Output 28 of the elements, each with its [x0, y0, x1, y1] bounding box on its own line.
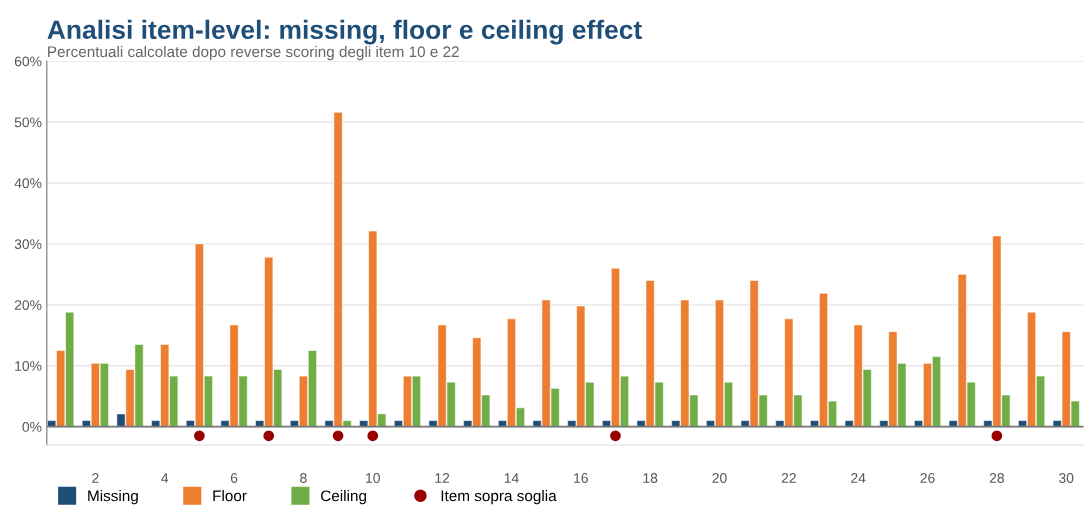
y-tick-label: 50% [14, 117, 42, 128]
x-tick-label: 2 [92, 473, 99, 483]
x-tick-label: 4 [161, 473, 169, 483]
x-tick-label: 6 [230, 473, 238, 483]
x-tick-label: 20 [712, 473, 727, 483]
legend-label: Ceiling [321, 490, 366, 505]
x-tick-label: 12 [435, 473, 450, 483]
chart-subtitle: Percentuali calcolate dopo reverse scoring degli item 10 e 22 [48, 45, 459, 61]
x-tick-label: 8 [300, 473, 307, 483]
y-tick-label: 0% [22, 422, 42, 432]
y-tick-label: 60% [14, 56, 42, 67]
x-tick-label: 26 [920, 473, 935, 483]
x-tick-label: 10 [366, 473, 380, 483]
chart-title: Analisi item-level: missing, floor e ceiling effect [47, 19, 642, 45]
x-tick-label: 16 [574, 473, 588, 483]
legend-label: Floor [213, 490, 247, 502]
y-tick-label: 40% [14, 178, 42, 189]
x-tick-label: 24 [851, 473, 866, 483]
x-tick-label: 30 [1059, 473, 1074, 483]
x-tick-label: 22 [781, 473, 796, 483]
y-tick-label: 10% [15, 361, 42, 371]
x-tick-label: 14 [504, 473, 519, 483]
legend-label: Item sopra soglia [441, 490, 557, 505]
y-tick-label: 30% [14, 239, 42, 250]
legend-label: Missing [88, 490, 138, 505]
y-tick-label: 20% [14, 300, 42, 310]
x-tick-label: 18 [643, 473, 658, 483]
x-tick-label: 28 [989, 473, 1004, 483]
